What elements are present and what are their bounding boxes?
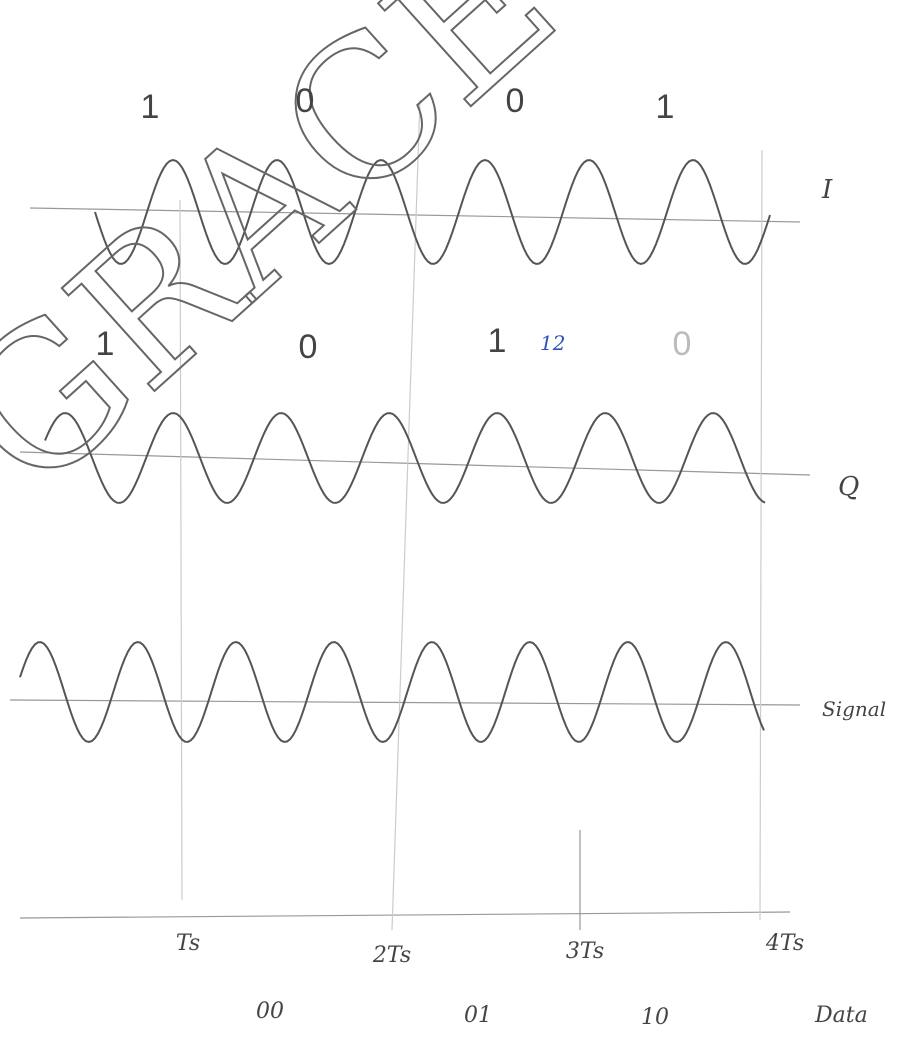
- time-tick: 2Ts: [372, 943, 411, 968]
- guide: [760, 150, 762, 920]
- q-bit: 1: [488, 322, 507, 360]
- q-bit: 1: [96, 325, 115, 363]
- i-bit: 1: [141, 88, 160, 126]
- time-tick: 4Ts: [765, 931, 804, 956]
- q-label: Q: [838, 472, 859, 502]
- signal-waveform: [20, 642, 764, 742]
- diagram: GRACE 1 0 0 1 I 1 0 1 12 0 Q Signal Ts 2…: [0, 0, 913, 1038]
- time-tick: Ts: [176, 931, 200, 956]
- data-bits: 00: [256, 999, 284, 1024]
- q-note: 12: [540, 331, 565, 355]
- i-bit: 0: [296, 82, 315, 120]
- i-label: I: [821, 175, 833, 205]
- data-bits: 01: [464, 1003, 492, 1028]
- time-tick: 3Ts: [566, 939, 604, 964]
- q-bit: 0: [673, 325, 692, 363]
- data-bits: 10: [641, 1005, 669, 1030]
- i-bit: 1: [656, 88, 675, 126]
- signal-label: Signal: [822, 697, 886, 721]
- data-label: Data: [814, 1003, 868, 1028]
- i-bit: 0: [506, 82, 525, 120]
- time-axis: [20, 912, 790, 918]
- q-bit: 0: [299, 328, 318, 366]
- watermark: GRACE: [0, 0, 596, 533]
